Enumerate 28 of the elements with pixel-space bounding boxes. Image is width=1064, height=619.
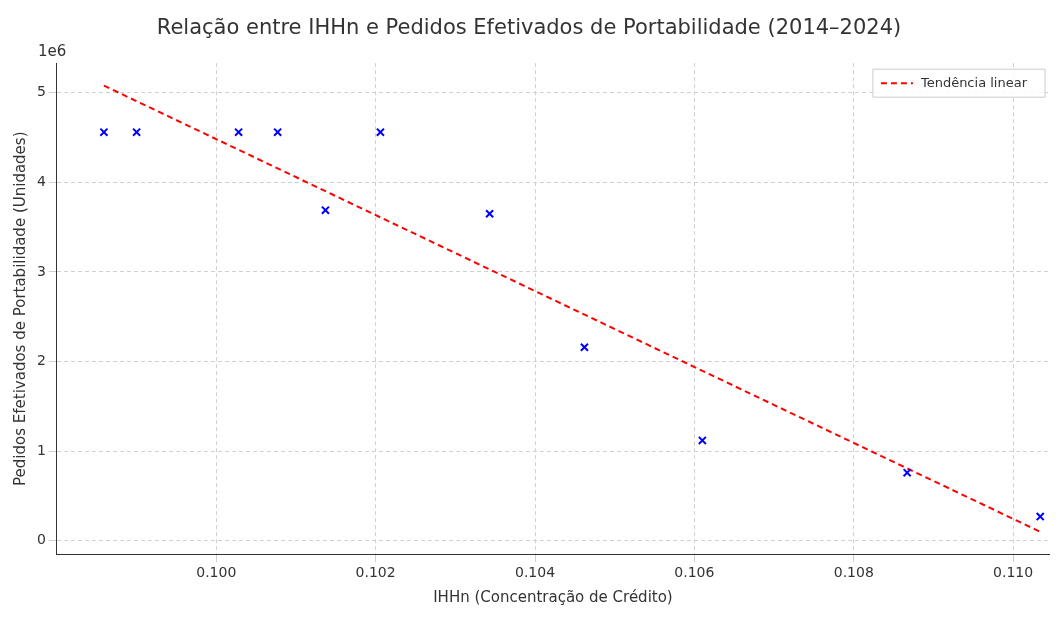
y-tick-label: 2 xyxy=(36,352,46,369)
x-tick-label: 0.102 xyxy=(355,564,396,581)
point xyxy=(485,209,495,219)
x-tick-label: 0.110 xyxy=(993,564,1034,581)
point xyxy=(375,127,385,137)
legend-label: Tendência linear xyxy=(919,74,1028,90)
point xyxy=(579,342,589,352)
y-tick-label: 1 xyxy=(36,441,46,458)
point xyxy=(1035,512,1045,522)
point xyxy=(320,205,330,215)
x-tick-label: 0.104 xyxy=(514,564,556,581)
point xyxy=(902,468,912,478)
x-tick-label: 0.100 xyxy=(196,564,237,581)
y-tick-label: 0 xyxy=(36,531,46,548)
point xyxy=(234,127,244,137)
y-tick-label: 4 xyxy=(36,173,46,190)
y-axis-title: Pedidos Efetivados de Portabilidade (Unidades) xyxy=(10,131,29,486)
chart-title: Relação entre IHHn e Pedidos Efetivados de Portabilidade (2014–2024) xyxy=(156,15,902,40)
x-axis-title: IHHn (Concentração de Crédito) xyxy=(433,587,673,606)
y-tick-label: 5 xyxy=(36,83,46,100)
point xyxy=(697,435,707,445)
point xyxy=(132,127,142,137)
x-tick-label: 0.106 xyxy=(674,564,715,581)
x-tick-label: 0.108 xyxy=(833,564,874,581)
y-tick-label: 3 xyxy=(36,262,46,279)
point xyxy=(99,127,109,137)
text: 1e6 xyxy=(38,41,67,60)
point xyxy=(273,127,283,137)
